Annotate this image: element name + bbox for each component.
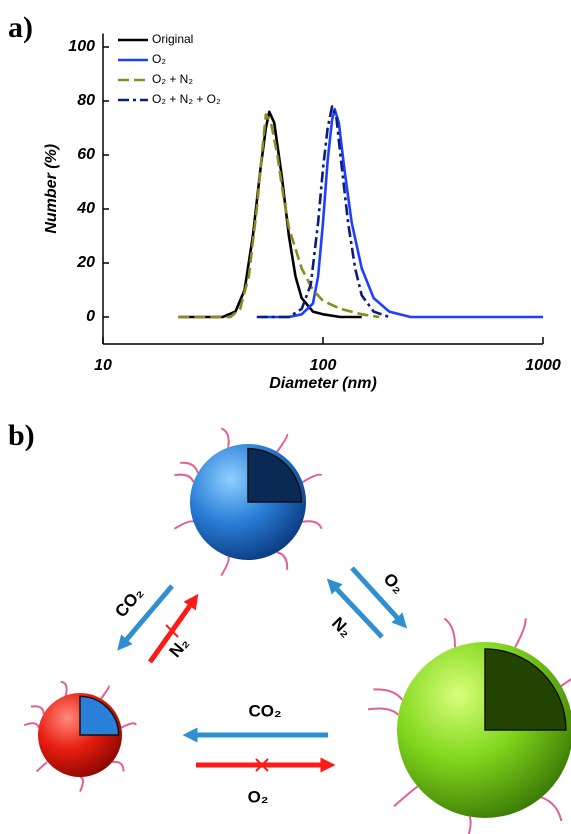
ligand bbox=[467, 816, 472, 834]
ligand bbox=[112, 760, 125, 772]
series-line bbox=[256, 105, 390, 319]
ligand bbox=[301, 473, 323, 484]
cutaway bbox=[484, 648, 567, 731]
legend-label: Original bbox=[152, 32, 193, 46]
arrow-label: O₂ bbox=[248, 787, 269, 806]
x-tick-label: 100 bbox=[310, 357, 337, 374]
ligand bbox=[174, 473, 195, 483]
y-tick-label: 60 bbox=[77, 146, 95, 163]
cross-mark bbox=[255, 758, 269, 772]
x-axis-label: Diameter (nm) bbox=[269, 375, 377, 392]
arrow bbox=[117, 584, 174, 651]
series-line bbox=[260, 107, 543, 319]
ligand bbox=[79, 776, 84, 793]
ligand bbox=[180, 461, 199, 474]
panel-label: b) bbox=[8, 419, 35, 452]
arrow-label: N₂ bbox=[328, 614, 355, 641]
particle bbox=[23, 680, 137, 793]
ligand bbox=[393, 785, 419, 808]
ligand bbox=[302, 520, 323, 530]
x-tick-label: 1000 bbox=[525, 357, 561, 374]
ligand bbox=[276, 551, 289, 570]
arrow bbox=[326, 578, 384, 639]
series-line bbox=[178, 113, 380, 319]
y-tick-label: 80 bbox=[77, 92, 95, 109]
particle bbox=[173, 427, 323, 577]
ligand bbox=[514, 618, 527, 648]
ligand bbox=[367, 707, 400, 716]
ligand bbox=[373, 688, 404, 701]
arrow-label: O₂ bbox=[380, 569, 408, 597]
ligand bbox=[276, 433, 289, 453]
ligand bbox=[220, 427, 230, 448]
x-tick-label: 10 bbox=[94, 357, 112, 374]
panel-label: a) bbox=[8, 11, 33, 44]
ligand bbox=[35, 760, 49, 773]
ligand bbox=[60, 680, 68, 696]
arrow-label: CO₂ bbox=[248, 701, 281, 720]
ligand bbox=[120, 722, 137, 729]
y-tick-label: 40 bbox=[76, 200, 95, 217]
y-tick-label: 0 bbox=[86, 308, 95, 325]
cutaway bbox=[247, 447, 303, 503]
y-axis-label: Number (%) bbox=[43, 144, 60, 234]
ligand bbox=[541, 796, 563, 822]
legend-label: O₂ + N₂ + O₂ bbox=[152, 92, 221, 106]
arrow-label: CO₂ bbox=[111, 584, 147, 622]
y-tick-label: 20 bbox=[76, 254, 95, 271]
ligand bbox=[23, 722, 40, 728]
legend-label: O₂ + N₂ bbox=[152, 72, 193, 86]
ligand bbox=[443, 617, 456, 648]
series-line bbox=[178, 110, 362, 319]
ligand bbox=[220, 555, 230, 577]
ligand bbox=[560, 678, 571, 687]
particle bbox=[367, 617, 571, 834]
legend-label: O₂ bbox=[152, 52, 166, 66]
cutaway bbox=[79, 695, 120, 736]
ligand bbox=[30, 705, 45, 715]
ligand bbox=[173, 520, 195, 530]
ligand bbox=[100, 684, 110, 700]
cross-mark bbox=[165, 624, 179, 638]
y-tick-label: 100 bbox=[68, 38, 95, 55]
arrow bbox=[350, 566, 408, 629]
